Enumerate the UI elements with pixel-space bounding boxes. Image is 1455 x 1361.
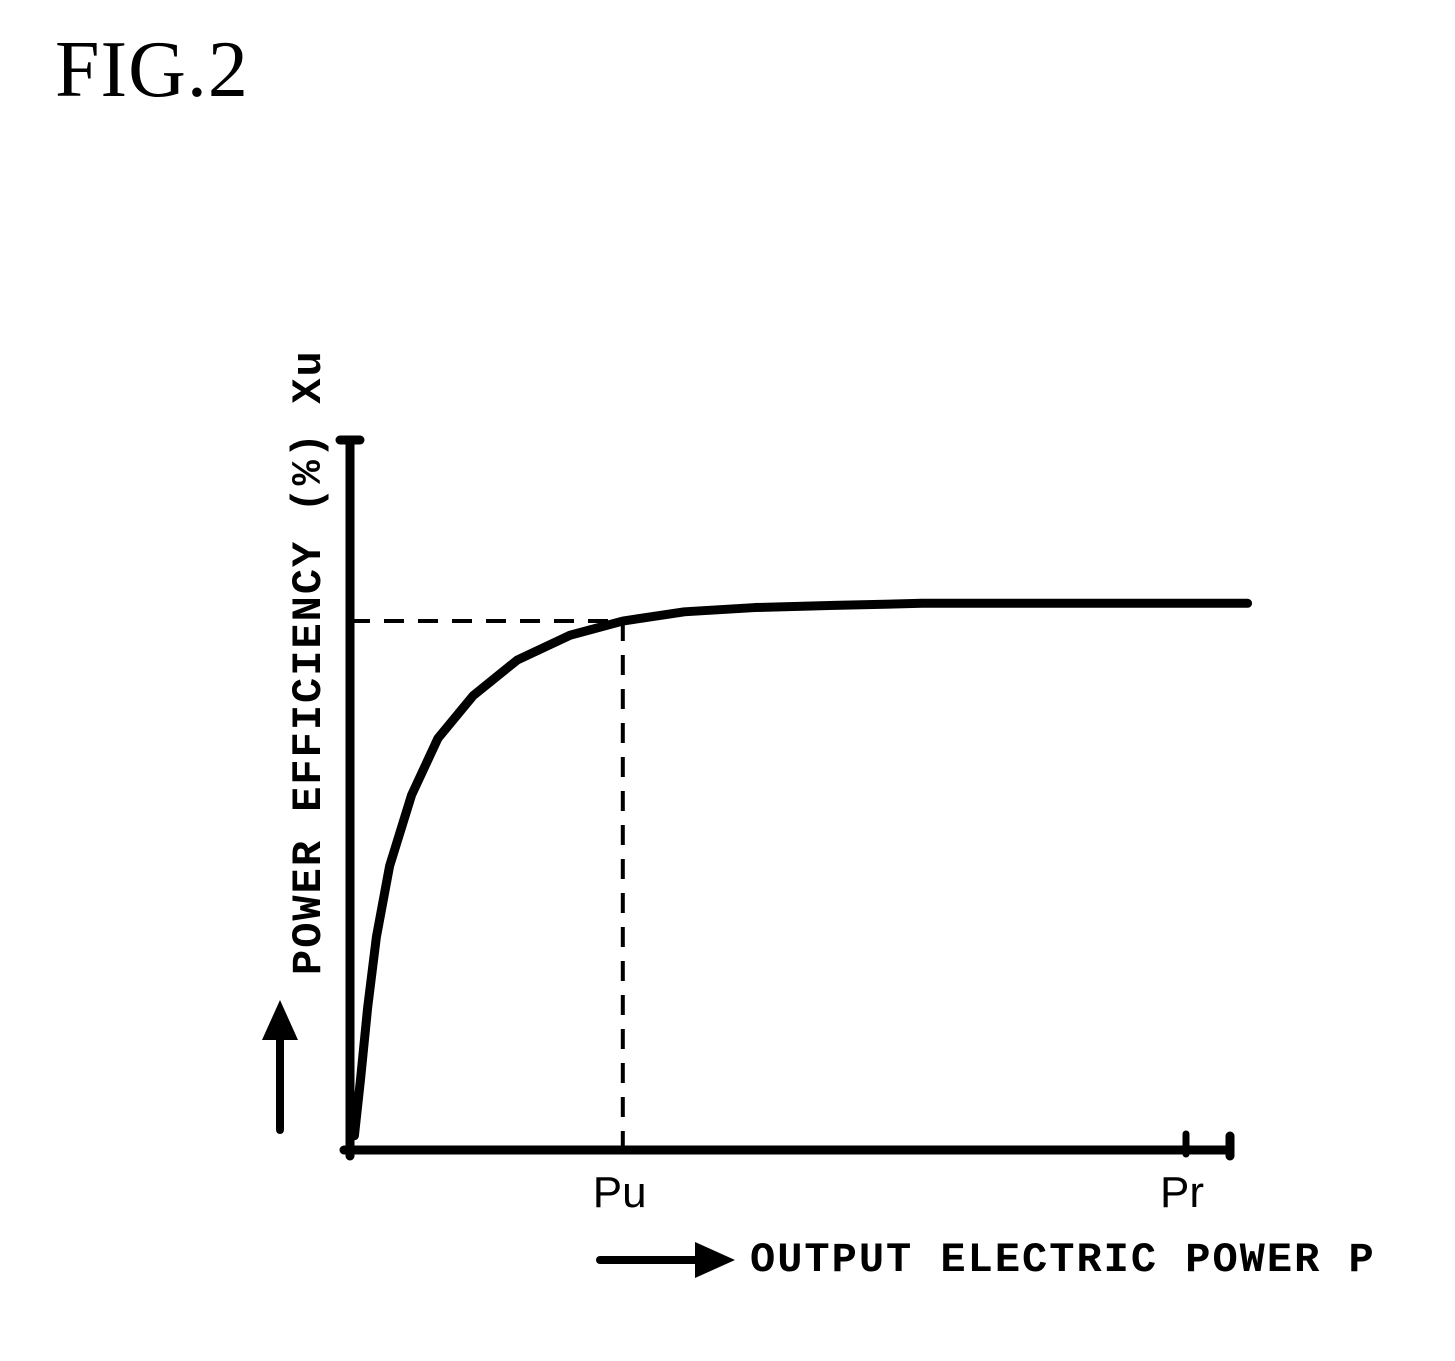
chart-svg: [230, 340, 1430, 1340]
x-tick-pr: Pr: [1160, 1168, 1204, 1218]
y-axis-label: POWER EFFICIENCY (%) Xu: [285, 349, 333, 975]
page: FIG.2 POWER EFFICIENCY (%) Xu OUTPUT ELE…: [0, 0, 1455, 1361]
efficiency-chart: POWER EFFICIENCY (%) Xu OUTPUT ELECTRIC …: [230, 340, 1430, 1340]
x-tick-pu: Pu: [593, 1168, 647, 1218]
figure-title: FIG.2: [55, 25, 249, 116]
x-axis-label: OUTPUT ELECTRIC POWER P: [750, 1236, 1376, 1284]
